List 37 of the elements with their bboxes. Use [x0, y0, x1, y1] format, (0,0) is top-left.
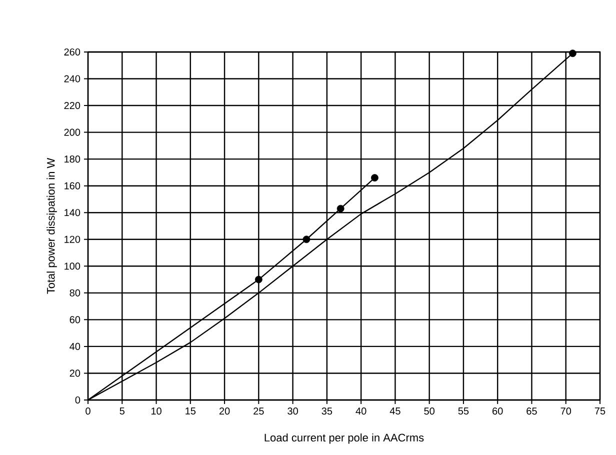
y-tick-label: 260 [64, 48, 80, 56]
point [568, 50, 576, 58]
y-tick-label: 240 [64, 75, 80, 82]
y-tick-label: 140 [64, 209, 80, 216]
x-tick-label: 60 [492, 408, 503, 415]
x-tick-label: 35 [322, 408, 332, 415]
point [254, 276, 262, 284]
y-tick-label: 20 [70, 370, 80, 377]
y-tick-label: 200 [64, 128, 80, 136]
y-axis-title: Total power dissipation in W [46, 158, 57, 294]
x-axis-title: Load current per pole in AACrms [264, 433, 424, 444]
x-tick-label: 55 [458, 408, 469, 414]
x-tick-label: 10 [151, 408, 162, 415]
y-tick-label: 120 [64, 236, 80, 243]
x-tick-label: 40 [356, 408, 366, 415]
point [371, 174, 378, 182]
y-tick-label: 0 [75, 396, 80, 404]
point [336, 204, 344, 212]
point [302, 236, 310, 244]
x-tick-label: 65 [526, 408, 537, 415]
x-tick-label: 50 [424, 408, 435, 415]
y-tick-label: 100 [64, 262, 80, 270]
x-tick-label: 45 [390, 408, 400, 414]
y-tick-label: 220 [64, 102, 80, 110]
y-tick-label: 60 [70, 316, 80, 324]
x-tick-label: 70 [560, 408, 572, 415]
y-tick-label: 180 [64, 156, 80, 163]
x-tick-label: 30 [288, 408, 298, 415]
y-tick-label: 40 [70, 342, 80, 350]
x-tick-label: 5 [120, 408, 124, 414]
x-tick-label: 20 [219, 408, 230, 415]
x-tick-label: 0 [86, 408, 90, 415]
x-tick-label: 75 [594, 408, 606, 414]
y-tick-label: 80 [70, 289, 80, 296]
y-tick-label: 160 [64, 182, 80, 190]
x-tick-label: 15 [186, 408, 196, 414]
x-tick-label: 25 [254, 408, 264, 415]
